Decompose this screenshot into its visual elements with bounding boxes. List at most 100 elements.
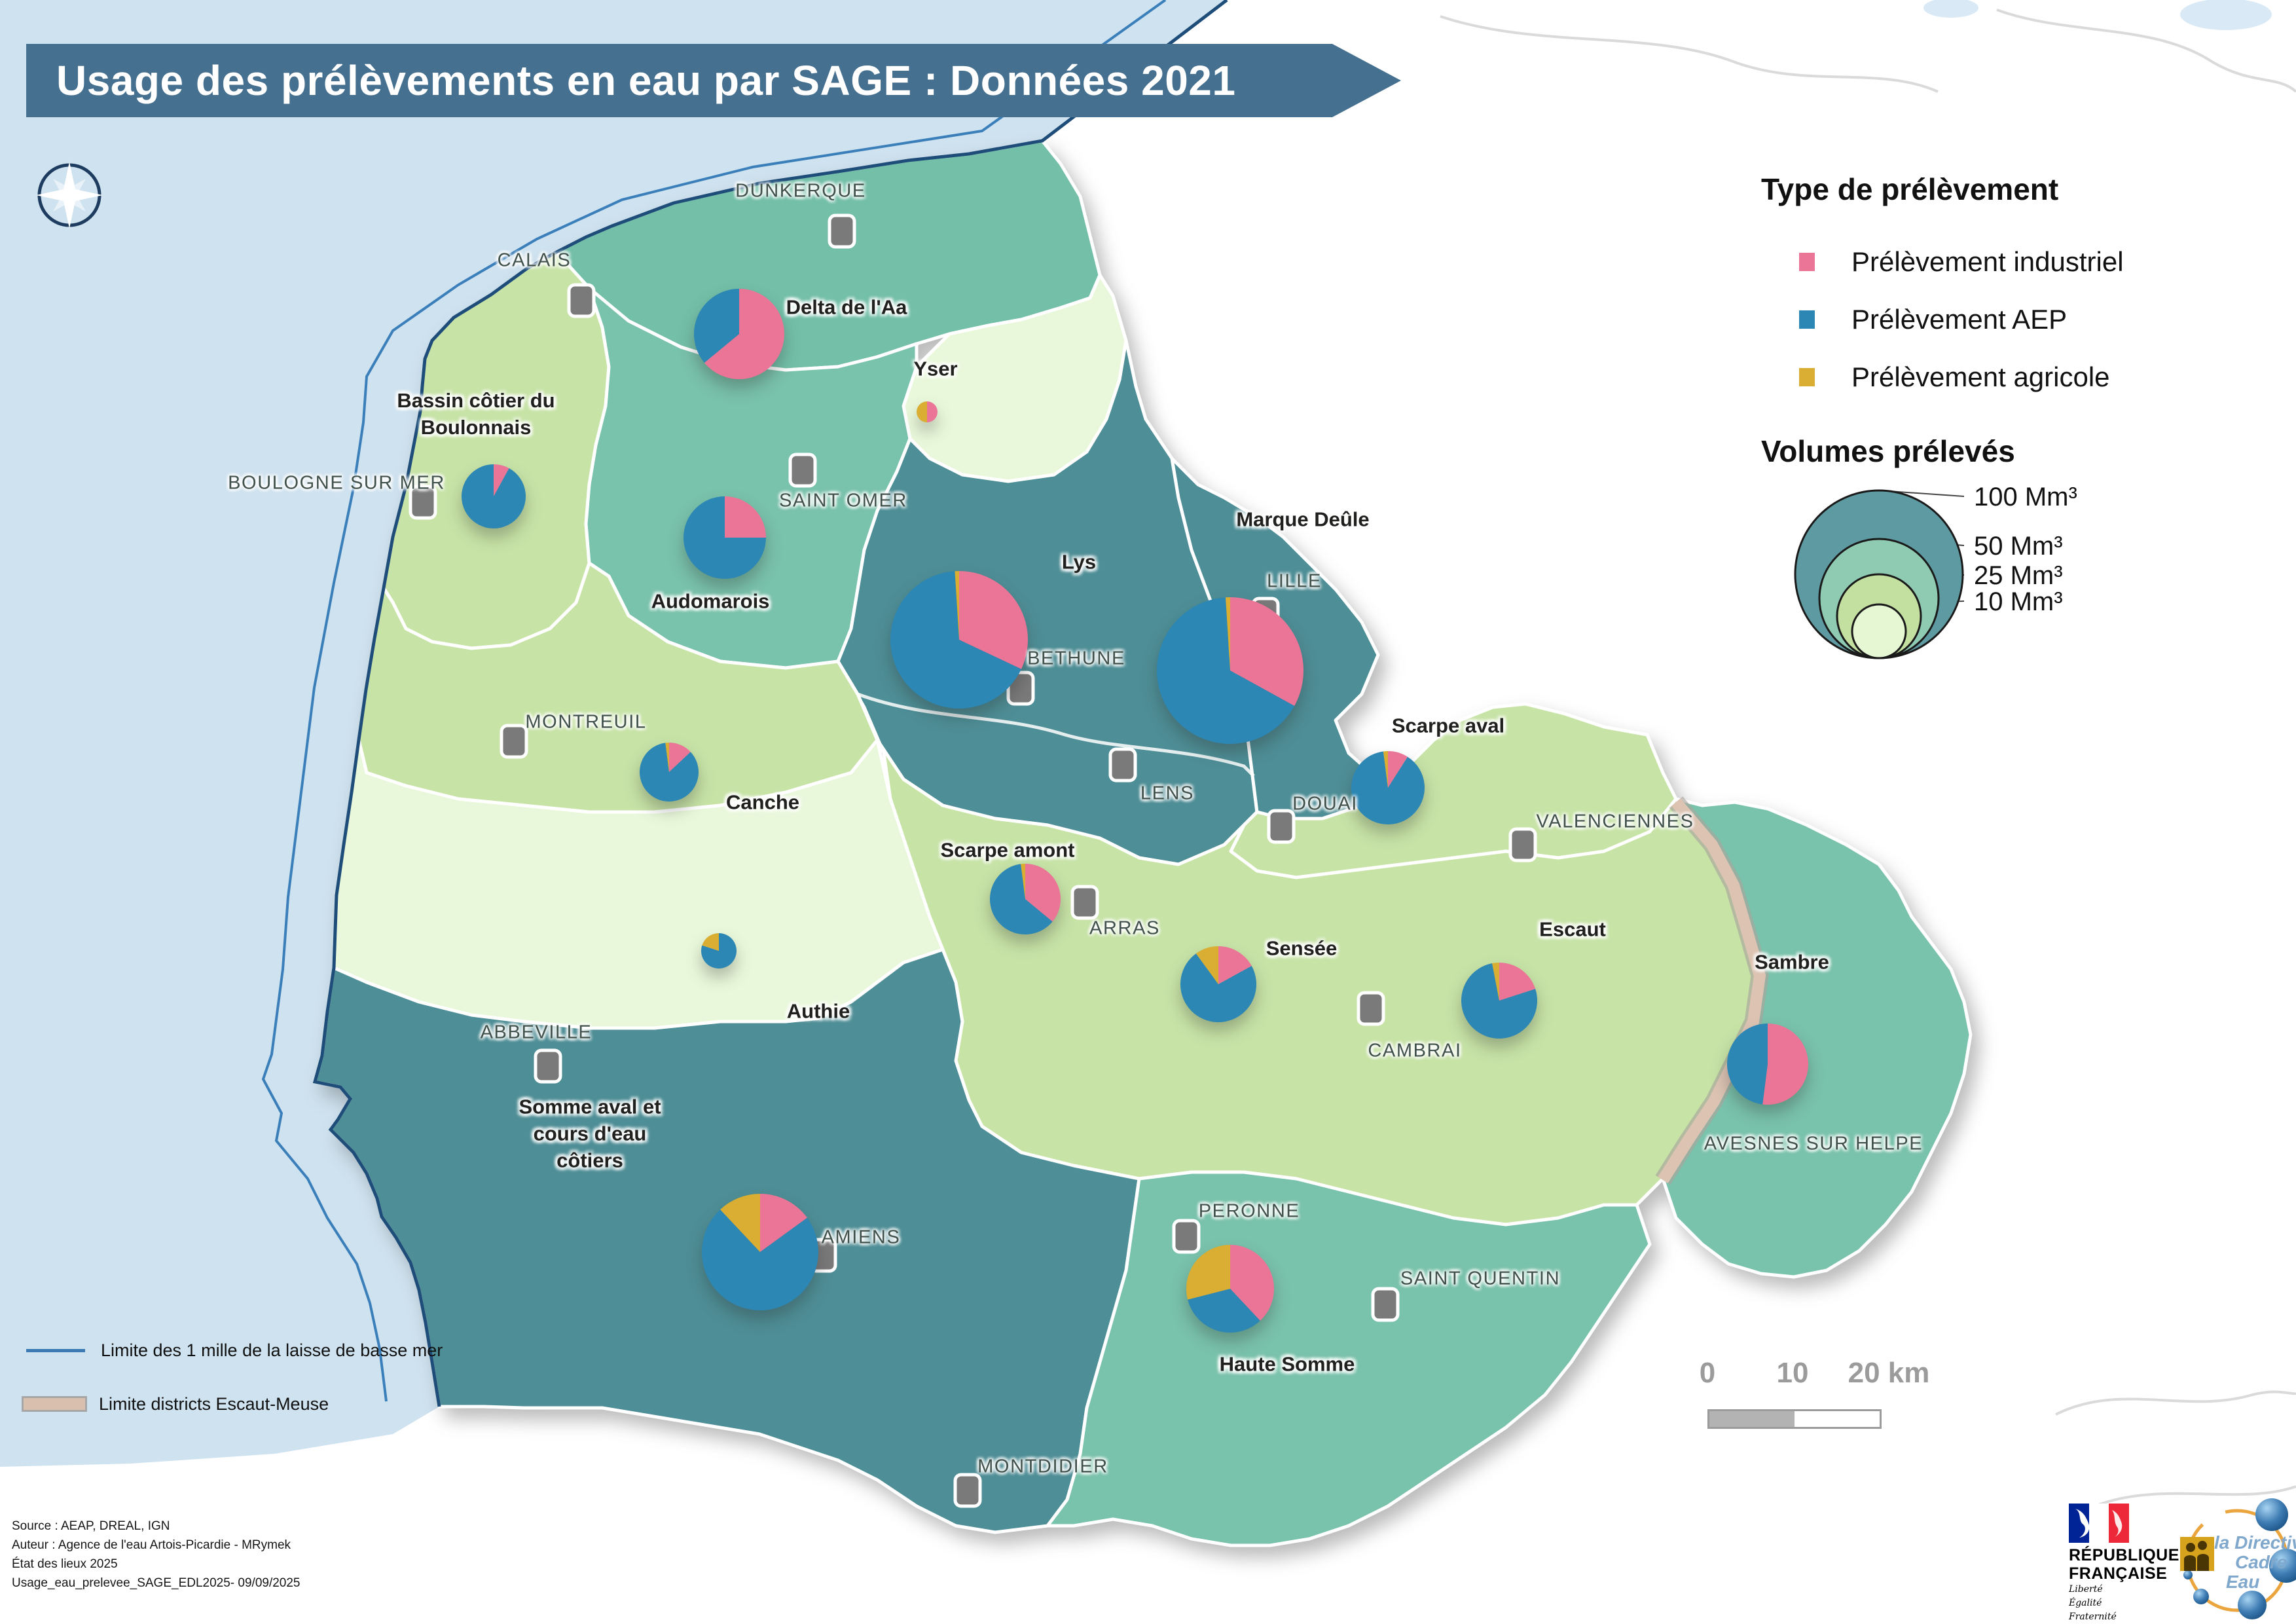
pie-slice-aep xyxy=(694,289,739,363)
pie-slice-aep xyxy=(701,933,737,969)
limite-escaut-meuse-label: Limite districts Escaut-Meuse xyxy=(99,1393,329,1414)
source-block: Source : AEAP, DREAL, IGN Auteur : Agenc… xyxy=(12,1517,301,1593)
pie-authie xyxy=(701,933,737,969)
prelevement-agricole-swatch-icon xyxy=(1799,368,1815,386)
faint-outlines xyxy=(1440,9,2296,1507)
withdrawal-pies xyxy=(462,289,1808,1333)
pie-slice-industriel xyxy=(927,401,938,422)
pie-marque-deule xyxy=(1157,597,1303,744)
pie-slice-industriel xyxy=(1499,963,1536,1001)
type-legend-heading: Type de prélèvement xyxy=(1761,172,2059,206)
city-marker-arras xyxy=(1070,885,1099,920)
pie-slice-agricole xyxy=(720,1194,760,1252)
volumes-legend-heading: Volumes prélevés xyxy=(1761,434,2015,468)
city-marker-valenciennes xyxy=(1508,827,1537,862)
pie-slice-industriel xyxy=(1762,1024,1808,1105)
pie-slice-industriel xyxy=(669,743,691,772)
pie-slice-industriel xyxy=(1218,946,1252,984)
pie-slice-industriel xyxy=(1230,1245,1274,1321)
city-marker-boulogne-sur-mer xyxy=(409,485,437,520)
pie-delta-de-l-aa xyxy=(694,289,784,379)
internal-border-lens xyxy=(857,692,1255,777)
pie-slice-industriel xyxy=(760,1194,808,1252)
pie-slice-aep xyxy=(1351,751,1425,825)
pie-bassin-cotier-du-boulonnais xyxy=(462,464,526,528)
rf-motto-3: Fraternité xyxy=(2069,1612,2117,1622)
city-marker-montdidier xyxy=(953,1473,982,1508)
pie-sambre xyxy=(1726,1024,1808,1105)
limite-escaut-meuse-swatch xyxy=(22,1396,87,1412)
legend-item-prelevement-aep: Prélèvement AEP xyxy=(1761,291,2124,348)
sea xyxy=(0,0,1227,1467)
faint-sea-patch xyxy=(2180,0,2272,30)
author-line: Auteur : Agence de l'eau Artois-Picardie… xyxy=(12,1538,291,1552)
pie-slice-industriel xyxy=(704,289,784,379)
pie-somme-aval-et-cours-d-eau-cotiers xyxy=(702,1194,818,1310)
faint-sea-patch-2 xyxy=(1923,0,1978,18)
page-title: Usage des prélèvements en eau par SAGE :… xyxy=(56,57,1236,104)
etat-line: État des lieux 2025 xyxy=(12,1557,118,1571)
pie-slice-aep xyxy=(1461,963,1537,1039)
pie-slice-agricole xyxy=(1021,864,1025,899)
pie-audomarois xyxy=(683,496,766,579)
pie-slice-agricole xyxy=(1383,751,1388,788)
city-marker-saint-quentin xyxy=(1371,1287,1400,1322)
scale-10: 10 xyxy=(1776,1357,1809,1389)
pie-slice-aep xyxy=(639,743,699,802)
scale-bar-track xyxy=(1707,1409,1882,1429)
legend-limite-mer: Limite des 1 mille de la laisse de basse… xyxy=(26,1336,443,1365)
republique-francaise-logo: RÉPUBLIQUE FRANÇAISE Liberté Égalité Fra… xyxy=(2069,1504,2180,1624)
rf-line2: FRANÇAISE xyxy=(2069,1564,2168,1583)
pie-slice-aep xyxy=(683,496,766,579)
pie-slice-aep xyxy=(1180,953,1257,1022)
volume-circle-10 xyxy=(1851,603,1907,659)
pie-slice-agricole xyxy=(1195,946,1218,984)
dce-line3: Eau xyxy=(2226,1572,2259,1592)
title-banner: Usage des prélèvements en eau par SAGE :… xyxy=(26,44,1401,117)
pie-sensee xyxy=(1180,946,1257,1022)
type-legend-items: Prélèvement industriel Prélèvement AEP Pré… xyxy=(1761,233,2124,406)
volume-label-10: 10 Mm³ xyxy=(1974,587,2063,616)
pie-slice-industriel xyxy=(959,571,1028,669)
pie-slice-agricole xyxy=(665,743,669,772)
legend-item-prelevement-agricole: Prélèvement agricole xyxy=(1761,348,2124,406)
city-marker-cambrai xyxy=(1357,991,1385,1026)
pie-slice-aep xyxy=(890,571,1022,709)
limite-mer-swatch xyxy=(26,1348,85,1352)
city-marker-montreuil xyxy=(500,724,528,759)
limite-1-mille-line xyxy=(261,0,1167,1402)
city-marker-saint-omer xyxy=(788,452,817,488)
volume-label-100: 100 Mm³ xyxy=(1974,483,2077,511)
city-marker-dunkerque xyxy=(828,213,856,249)
dce-line1: la Directive xyxy=(2214,1532,2296,1553)
city-marker-peronne xyxy=(1172,1219,1201,1254)
pie-yser xyxy=(917,401,938,422)
limite-escaut-meuse-fill xyxy=(1658,798,1766,1183)
scale-bar: 0 10 20 km xyxy=(1689,1357,1964,1435)
pie-haute-somme xyxy=(1186,1245,1274,1333)
pie-slice-aep xyxy=(989,864,1053,934)
source-line: Source : AEAP, DREAL, IGN xyxy=(12,1519,170,1533)
pie-slice-agricole xyxy=(1225,597,1230,671)
pie-slice-aep xyxy=(702,1209,818,1310)
directive-cadre-eau-logo: la Directive Cadre Eau xyxy=(2180,1498,2296,1619)
rf-line1: RÉPUBLIQUE xyxy=(2069,1546,2179,1564)
pie-slice-agricole xyxy=(1492,963,1499,1001)
pie-slice-aep xyxy=(462,464,526,528)
dce-line2: Cadre xyxy=(2235,1552,2287,1572)
french-flag-icon xyxy=(2069,1504,2129,1543)
pie-slice-agricole xyxy=(955,571,959,640)
scale-bar-fill xyxy=(1709,1411,1795,1427)
volume-label-50: 50 Mm³ xyxy=(1974,532,2063,561)
pie-slice-aep xyxy=(1726,1024,1768,1105)
pie-canche xyxy=(639,743,699,802)
scale-20km: 20 km xyxy=(1848,1357,1930,1389)
legend-item-label: Prélèvement industriel xyxy=(1851,246,2124,277)
city-marker-calais xyxy=(567,283,596,318)
city-marker-douai xyxy=(1267,809,1296,844)
city-marker-abbeville xyxy=(534,1048,562,1084)
pie-slice-industriel xyxy=(725,496,766,538)
pie-slice-industriel xyxy=(494,464,509,496)
pie-slice-agricole xyxy=(702,933,719,951)
